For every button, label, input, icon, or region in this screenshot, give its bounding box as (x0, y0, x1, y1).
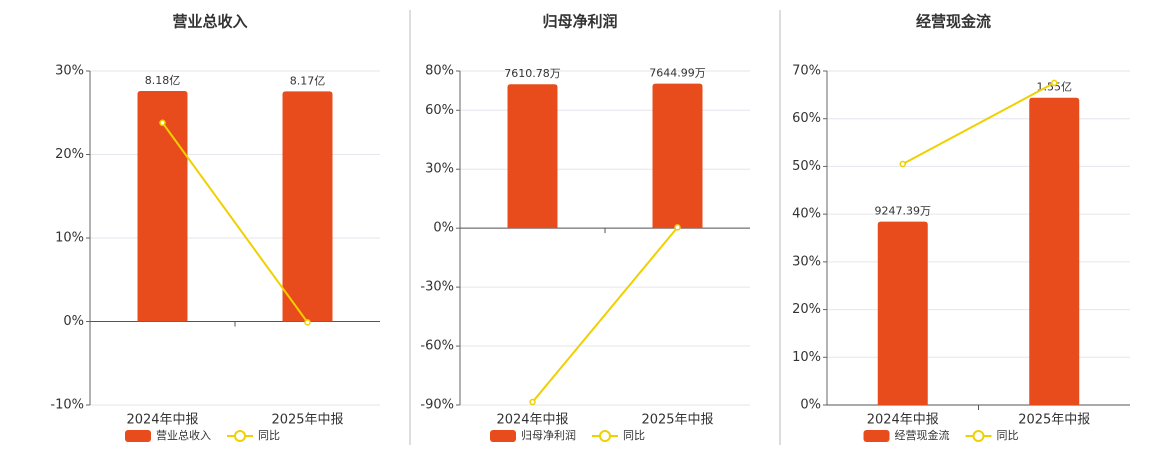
bar (507, 84, 558, 229)
y-tick-label: 60% (425, 103, 454, 118)
x-tick-label: 2024年中报 (126, 413, 198, 428)
y-tick-label: 70% (792, 64, 821, 79)
data-label: 1.55亿 (1037, 81, 1073, 94)
bar (877, 221, 928, 405)
line (902, 82, 1055, 165)
bar (1029, 97, 1080, 405)
x-tick-label: 2025年中报 (641, 413, 713, 428)
legend-label: 归母净利润 (521, 428, 576, 442)
data-label: 8.18亿 (145, 74, 181, 87)
data-label: 7610.78万 (504, 67, 561, 80)
legend-swatch (490, 430, 516, 442)
y-tick-label: 80% (425, 64, 454, 79)
x-tick-label: 2025年中报 (271, 413, 343, 428)
y-tick-label: 0% (433, 221, 454, 236)
legend-label: 同比 (997, 429, 1019, 442)
legend-label: 同比 (623, 429, 645, 442)
line (161, 122, 309, 323)
legend-label: 同比 (258, 429, 280, 442)
x-tick-label: 2024年中报 (867, 413, 939, 428)
chart-title: 营业总收入 (172, 13, 247, 31)
data-label: 9247.39万 (875, 205, 932, 218)
bar (652, 83, 703, 229)
chart-title: 经营现金流 (916, 13, 991, 31)
legend-dot (972, 430, 985, 442)
y-tick-label: -10% (50, 398, 84, 413)
y-tick-label: -90% (420, 398, 454, 413)
data-label: 8.17亿 (290, 74, 326, 87)
x-tick-label: 2024年中报 (496, 413, 568, 428)
y-tick-label: 60% (792, 111, 821, 126)
y-tick-label: 40% (792, 207, 821, 222)
y-tick-label: 30% (792, 254, 821, 269)
point (674, 224, 681, 231)
y-tick-label: -60% (420, 339, 454, 354)
bar (282, 91, 333, 322)
bar (137, 91, 188, 322)
point (1051, 79, 1058, 87)
legend-label: 营业总收入 (156, 428, 211, 442)
point (304, 319, 311, 326)
y-tick-label: -30% (420, 280, 454, 295)
chart-title: 归母净利润 (542, 13, 617, 31)
y-tick-label: 30% (425, 162, 454, 177)
data-label: 7644.99万 (649, 67, 706, 80)
legend-swatch (863, 430, 890, 442)
y-tick-label: 30% (55, 64, 84, 79)
y-tick-label: 0% (63, 314, 84, 329)
y-tick-label: 10% (792, 350, 821, 365)
y-tick-label: 0% (800, 398, 821, 413)
legend-dot (599, 430, 611, 442)
legend-dot (234, 430, 246, 442)
y-tick-label: 20% (792, 302, 821, 317)
point (159, 119, 166, 127)
y-tick-label: 20% (55, 147, 84, 162)
x-tick-label: 2025年中报 (1018, 413, 1090, 428)
y-tick-label: 10% (55, 231, 84, 246)
line (531, 226, 679, 403)
legend-swatch (125, 430, 151, 442)
point (529, 398, 536, 406)
point (899, 160, 906, 168)
y-tick-label: 50% (792, 159, 821, 174)
legend-label: 经营现金流 (895, 428, 950, 442)
